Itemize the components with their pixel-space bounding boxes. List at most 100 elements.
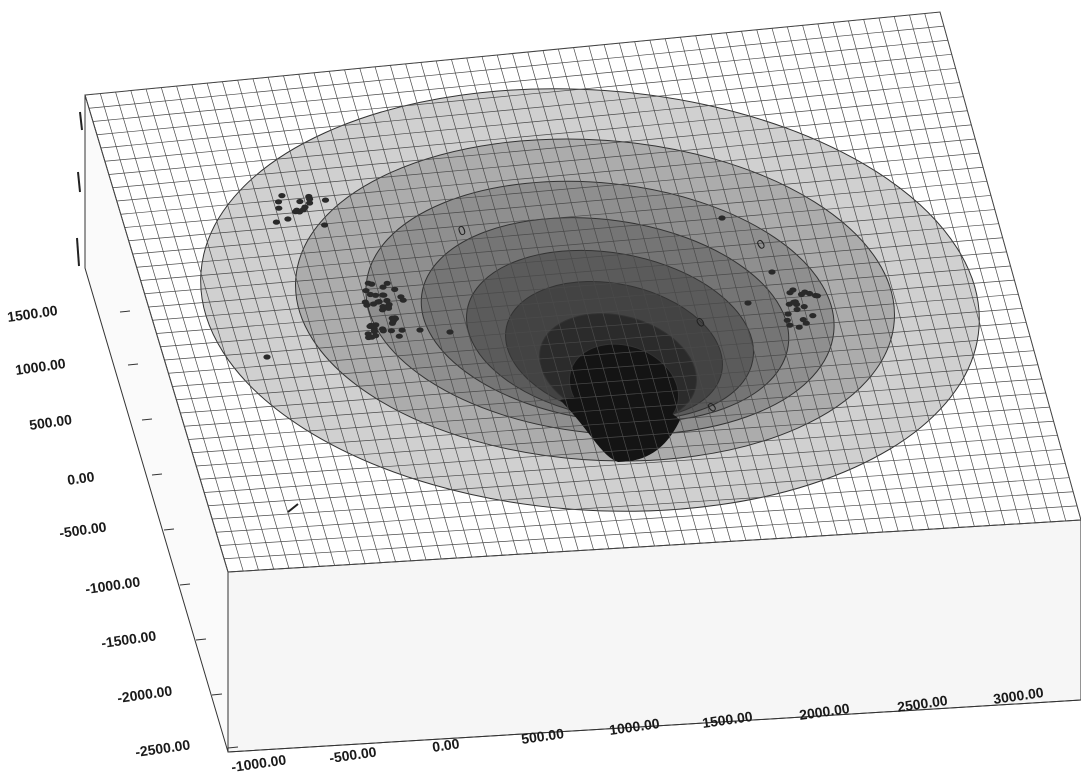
grid-line [180, 350, 1035, 414]
z-tick-mark [163, 528, 175, 531]
data-point [278, 193, 286, 199]
grid-line [212, 463, 1066, 520]
grid-line [104, 82, 960, 162]
data-point [379, 304, 387, 310]
data-point [805, 290, 814, 297]
z-tick-mark [151, 473, 163, 476]
contour-label: 0 [456, 222, 468, 239]
data-point [380, 292, 388, 298]
x-tick-label: 1000.00 [608, 715, 661, 738]
data-point [274, 199, 283, 205]
data-point [379, 328, 387, 334]
data-point [416, 327, 424, 333]
x-tick-label: 2000.00 [798, 700, 851, 723]
z-tick-label: 500.00 [28, 411, 73, 433]
grid-line [144, 223, 999, 295]
z-tick-mark [119, 310, 131, 313]
grid-line [120, 138, 976, 215]
grid-line [196, 406, 1050, 467]
data-point [263, 354, 271, 360]
z-tick-label: 1500.00 [6, 302, 59, 325]
grid-line [112, 110, 968, 189]
x-tick-label: -1000.00 [230, 751, 287, 772]
data-point [365, 334, 373, 341]
data-point [306, 200, 314, 206]
grid-line [116, 124, 972, 202]
data-point [284, 216, 292, 222]
data-point [811, 292, 820, 299]
x-axis: -1000.00 -500.00 0.00 500.00 1000.00 150… [230, 684, 1045, 772]
data-point [383, 280, 391, 286]
grid-line [128, 166, 984, 242]
grid-line [168, 307, 1023, 374]
grid-line [132, 180, 988, 255]
z-tick-label: -2000.00 [116, 682, 173, 706]
grid-line [216, 477, 1070, 533]
z-tick-label: 0.00 [66, 468, 95, 488]
data-point [718, 215, 726, 221]
grid-line [124, 152, 980, 228]
data-point [784, 311, 792, 317]
data-point [275, 205, 283, 211]
data-point [306, 196, 314, 202]
data-point [809, 313, 817, 319]
plane-outline [84, 11, 1081, 573]
x-tick-label: 1500.00 [701, 708, 754, 731]
left-wall [84, 94, 229, 753]
z-tick-mark [227, 746, 239, 749]
data-point [321, 197, 330, 203]
data-point [383, 297, 391, 304]
front-bottom-edge [227, 699, 1081, 753]
x-tick-label: 2500.00 [896, 692, 949, 715]
grid-line [100, 68, 956, 149]
data-point [768, 269, 776, 275]
grid-line [160, 279, 1015, 348]
x-tick-label: 0.00 [431, 735, 460, 755]
data-point [795, 324, 803, 330]
grid-line [192, 392, 1046, 454]
z-tick-label: -1500.00 [100, 627, 157, 651]
data-point [370, 325, 378, 332]
grid-line [188, 378, 1042, 440]
data-point [783, 317, 791, 323]
data-point [321, 222, 329, 228]
grid-line [164, 293, 1019, 361]
z-tick-label: -1000.00 [84, 573, 141, 597]
z-tick-mark [211, 693, 223, 696]
grid-line [148, 237, 1003, 308]
grid-line [204, 434, 1058, 493]
z-tick-label: -2500.00 [134, 736, 191, 760]
data-point [370, 301, 378, 307]
data-point [362, 288, 370, 294]
data-point [786, 290, 794, 296]
surface-grid [85, 12, 1081, 572]
z-tick-label: 1000.00 [14, 355, 67, 378]
z-tick-marks [119, 310, 239, 749]
data-point [387, 328, 395, 334]
z-tick-mark [179, 583, 191, 586]
data-point [800, 304, 808, 310]
x-tick-label: 500.00 [520, 725, 565, 747]
surface [200, 88, 980, 512]
data-point [372, 292, 380, 298]
data-point [397, 294, 405, 300]
data-point [797, 291, 806, 297]
funnel-spout [560, 396, 680, 462]
data-point [384, 305, 393, 311]
grid-line [92, 39, 948, 122]
data-point [799, 317, 807, 323]
grid-line [140, 209, 995, 281]
data-point [379, 284, 387, 290]
grid-line [88, 25, 944, 109]
data-point [389, 318, 397, 324]
z-tick-mark [141, 418, 153, 421]
x-tick-label: 3000.00 [992, 684, 1045, 707]
grid-line [96, 53, 952, 136]
plot-box [84, 94, 1081, 753]
data-point [391, 286, 399, 292]
data-point [786, 322, 794, 328]
data-point [272, 219, 280, 225]
data-point [395, 333, 403, 339]
